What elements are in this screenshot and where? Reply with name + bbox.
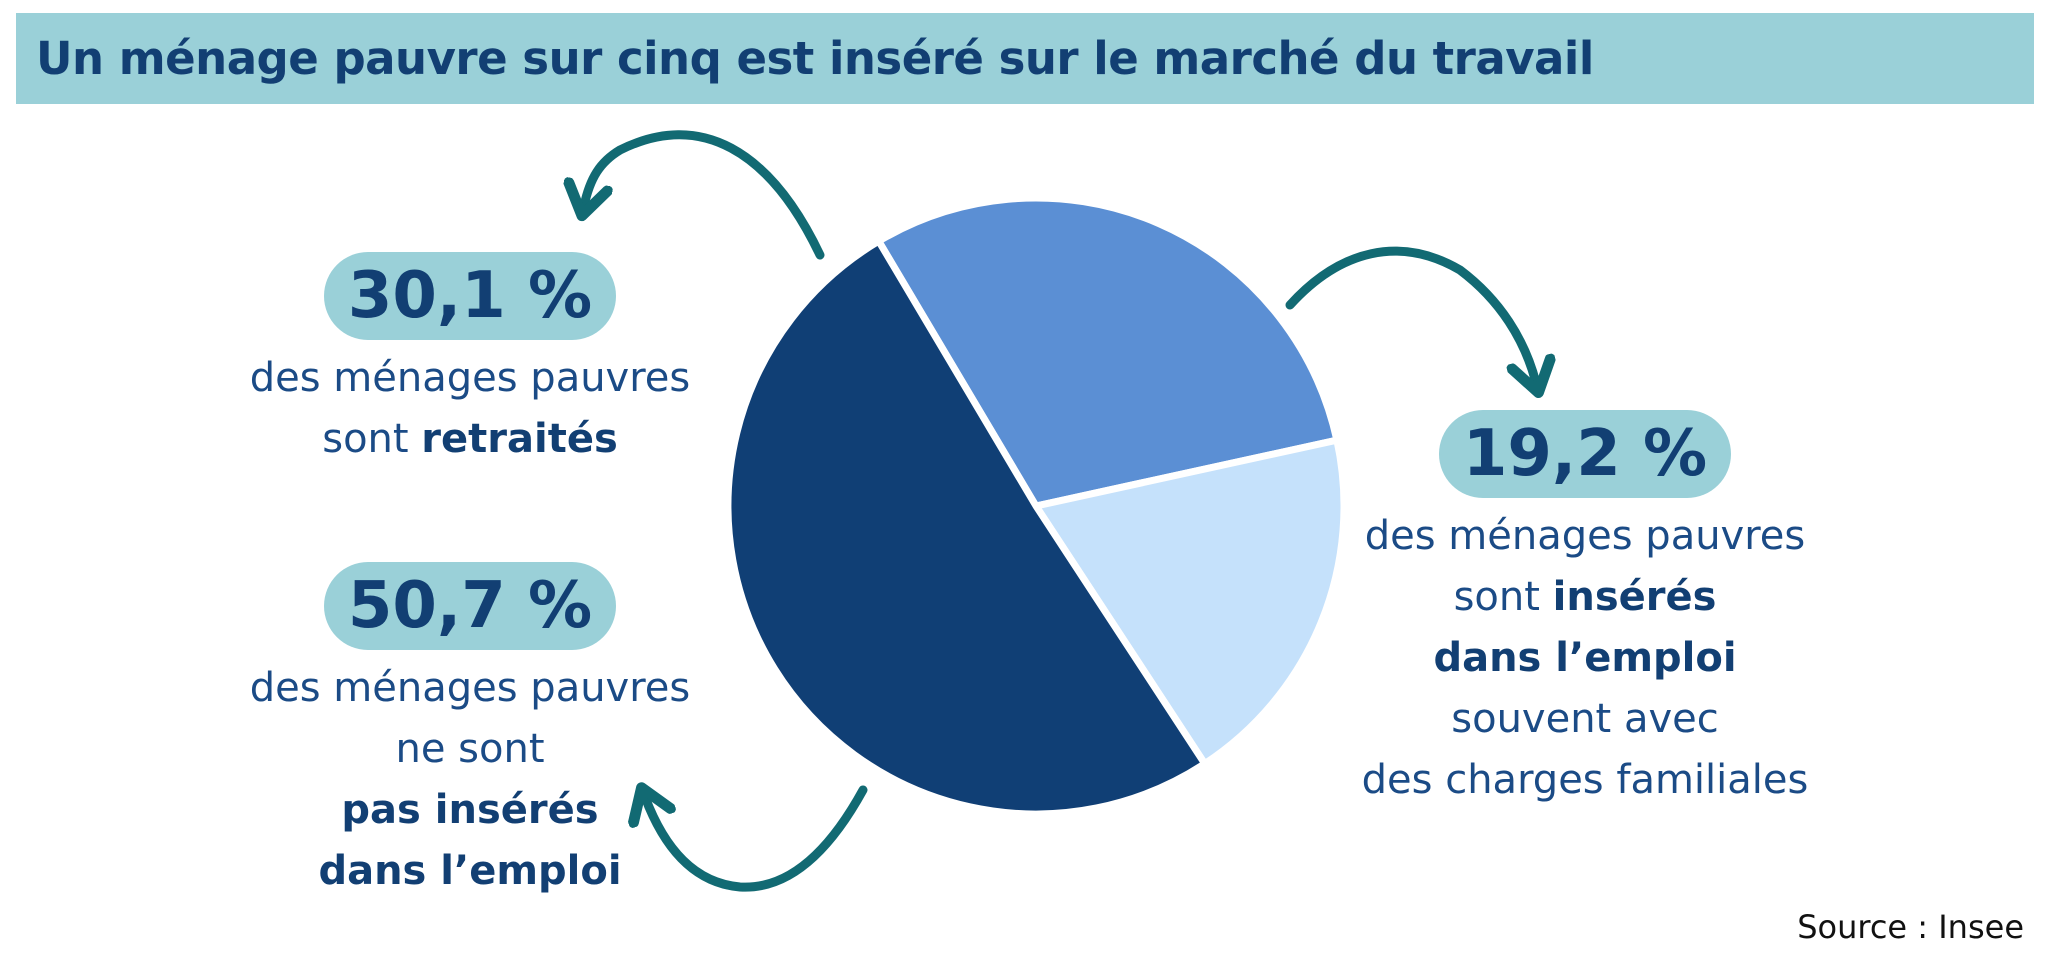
- not-employed-line2: ne sont: [395, 726, 545, 772]
- not-employed-line1: des ménages pauvres: [249, 665, 691, 711]
- retired-percentage: 30,1 %: [323, 252, 617, 340]
- chart-title: Un ménage pauvre sur cinq est inséré sur…: [36, 32, 1594, 85]
- label-not-employed: 50,7 % des ménages pauvres ne sont pas i…: [190, 562, 750, 902]
- retired-line2: sont retraités: [322, 416, 618, 462]
- employed-line2: sont insérés: [1453, 574, 1717, 620]
- employed-line1: des ménages pauvres: [1364, 513, 1806, 559]
- employed-percentage: 19,2 %: [1438, 410, 1732, 498]
- not-employed-line4: dans l’emploi: [318, 848, 622, 894]
- source-note: Source : Insee: [1797, 908, 2024, 946]
- pie-slice-not-employed: [724, 237, 1209, 818]
- not-employed-percentage: 50,7 %: [323, 562, 617, 650]
- employed-line3: dans l’emploi: [1433, 635, 1737, 681]
- employed-line5: des charges familiales: [1361, 757, 1809, 803]
- retired-line1: des ménages pauvres: [249, 355, 691, 401]
- arrow-to-retired-icon: [584, 130, 825, 260]
- title-bar: Un ménage pauvre sur cinq est inséré sur…: [16, 13, 2034, 104]
- arrow-to-employed-icon: [1285, 246, 1536, 383]
- label-retired: 30,1 % des ménages pauvres sont retraité…: [190, 252, 750, 470]
- employed-line4: souvent avec: [1451, 696, 1719, 742]
- arrow-to-not-employed-icon: [645, 790, 868, 892]
- label-employed: 19,2 % des ménages pauvres sont insérés …: [1305, 410, 1865, 811]
- pie-slice-employed: [1032, 436, 1348, 768]
- not-employed-line3: pas insérés: [341, 787, 599, 833]
